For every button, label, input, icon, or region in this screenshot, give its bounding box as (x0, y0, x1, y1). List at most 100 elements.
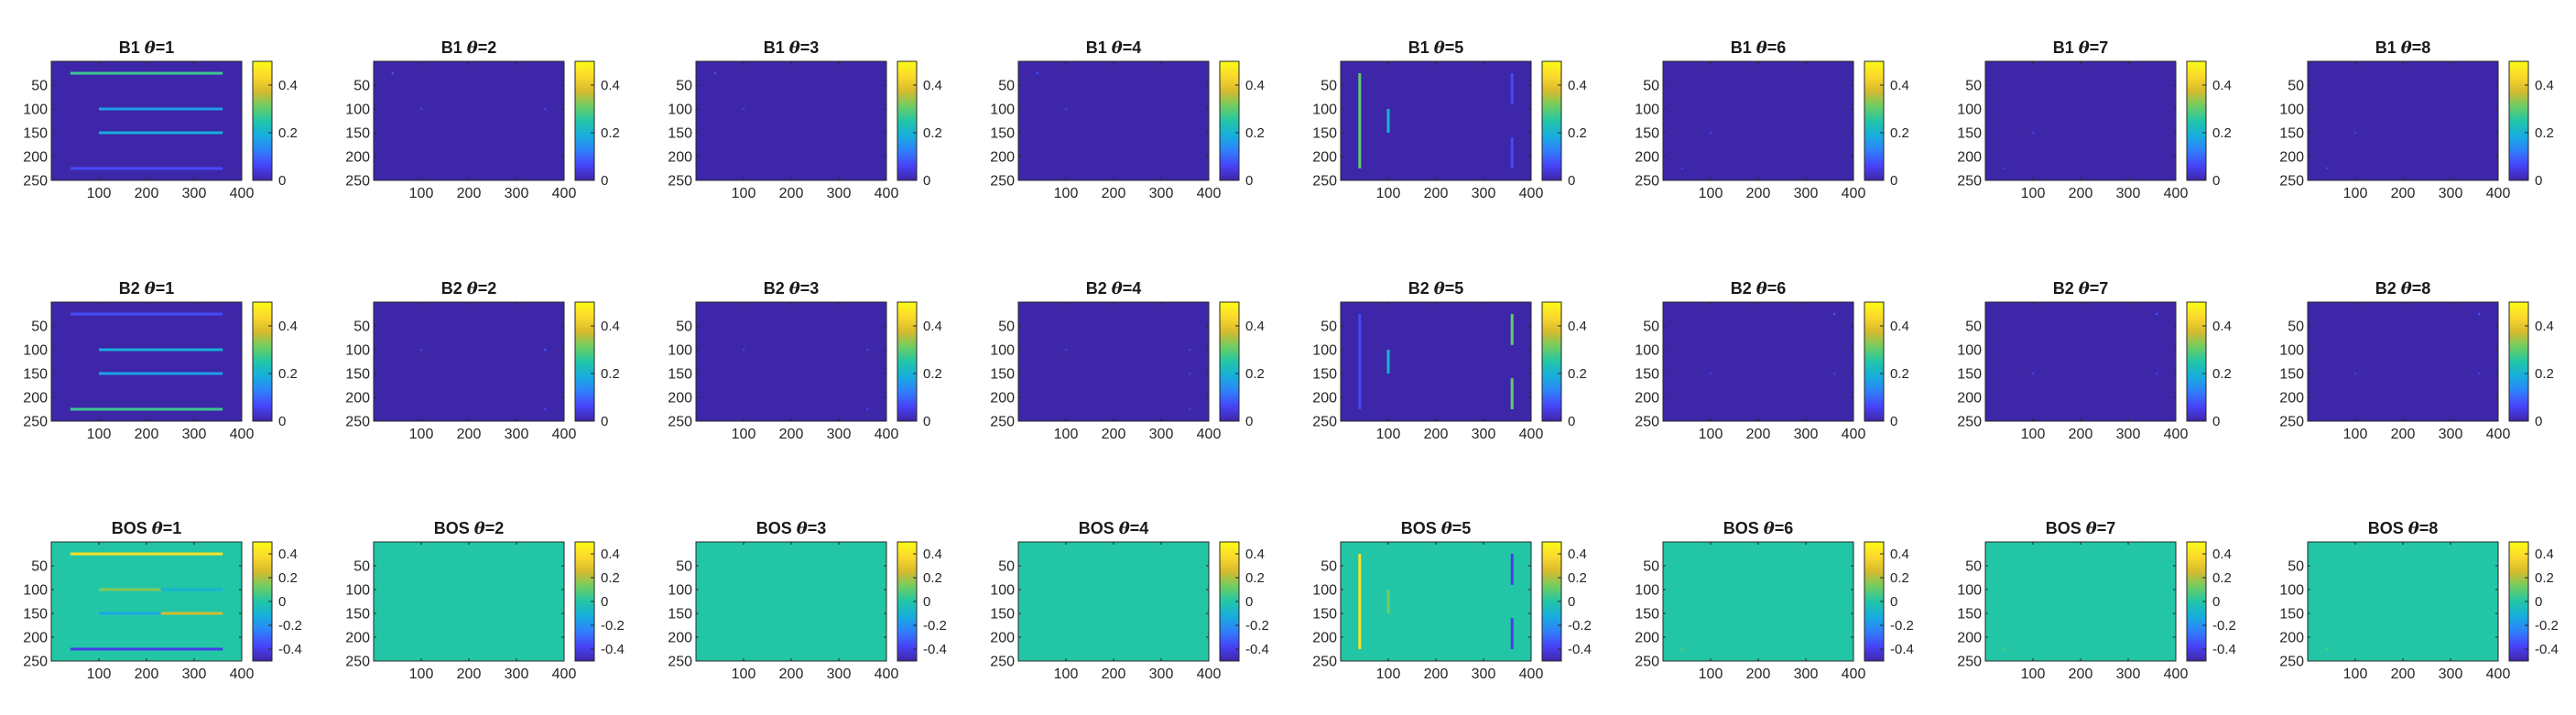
x-tick-label: 300 (1149, 666, 1174, 682)
panel-title-theta: θ (1756, 38, 1767, 58)
y-tick-label: 50 (1643, 559, 1659, 575)
x-tick-label: 400 (1197, 186, 1222, 201)
x-tick-label: 100 (87, 427, 112, 442)
panel-title-index: =7 (2090, 279, 2109, 298)
colorbar-tick-label: -0.2 (278, 618, 302, 634)
y-tick-label: 200 (1312, 150, 1337, 166)
y-tick-label: 150 (2279, 126, 2304, 142)
panel-2-6: BOS θ=7 50 100 150 200 250 100 200 300 400 -0.4 -0.… (1957, 519, 2236, 682)
colorbar-tick-label: 0 (2212, 173, 2220, 189)
colorbar-tick-label: 0.4 (2535, 78, 2554, 93)
colorbar-tick-label: 0 (1245, 594, 1253, 610)
panel-2-4: BOS θ=5 50 100 150 200 250 100 200 300 400 -0.4 -0.… (1312, 519, 1592, 682)
x-tick-label: 300 (1149, 186, 1174, 201)
colorbar-tick-label: -0.2 (1568, 618, 1592, 634)
x-tick-label: 300 (2439, 186, 2463, 201)
heatmap-point (2003, 167, 2005, 170)
y-tick-label: 150 (668, 126, 692, 142)
y-tick-label: 50 (2288, 559, 2304, 575)
x-tick-label: 300 (505, 186, 529, 201)
heatmap-point (866, 348, 869, 352)
colorbar-frame (1541, 60, 1562, 181)
y-tick-label: 200 (990, 150, 1015, 166)
heatmap-point (1064, 107, 1068, 111)
colorbar-tick-label: 0 (278, 173, 286, 189)
colorbar-tick-label: 0 (1890, 414, 1897, 429)
x-tick-label: 300 (2116, 186, 2141, 201)
heatmap-point (2353, 372, 2357, 375)
colorbar-tick-label: 0.4 (923, 319, 942, 334)
x-tick-label: 200 (135, 666, 159, 682)
y-tick-label: 250 (1957, 655, 1982, 670)
y-tick-label: 50 (353, 79, 370, 94)
x-tick-label: 100 (2021, 427, 2046, 442)
colorbar-tick-label: 0.4 (2212, 78, 2232, 93)
panel-0-7: B1 θ=8 50 100 150 200 250 100 200 300 400 0 0.2 0.4 (2279, 38, 2554, 201)
y-tick-label: 50 (1643, 79, 1659, 94)
heatmap-background (1341, 542, 1531, 661)
y-tick-label: 200 (1957, 391, 1982, 406)
y-tick-label: 200 (23, 391, 48, 406)
colorbar-tick-label: 0 (923, 414, 930, 429)
panel-title: B2 θ=8 (2375, 279, 2431, 298)
y-tick-label: 100 (1635, 103, 1659, 118)
colorbar-tick-label: -0.2 (1890, 618, 1914, 634)
heatmap-point (1189, 348, 1191, 352)
panel-title-prefix: B1 (764, 38, 789, 57)
heatmap-point (1189, 407, 1191, 411)
colorbar-tick-label: -0.4 (1245, 642, 1269, 657)
x-tick-label: 400 (1519, 427, 1544, 442)
heatmap-background (1341, 61, 1531, 180)
colorbar (1542, 542, 1561, 661)
panel-2-0: BOS θ=1 50 100 150 200 250 100 200 300 400 -0.4 -0.… (23, 519, 302, 682)
colorbar-tick-label: 0.2 (1245, 125, 1265, 141)
x-tick-label: 300 (182, 427, 207, 442)
y-tick-label: 50 (2288, 320, 2304, 335)
y-tick-label: 200 (2279, 631, 2304, 646)
x-tick-label: 400 (552, 427, 577, 442)
panel-title-theta: θ (797, 519, 808, 538)
panel-title-prefix: B1 (119, 38, 145, 57)
panel-title: BOS θ=8 (2368, 519, 2439, 538)
panel-1-7: B2 θ=8 50 100 150 200 250 100 200 300 400 0 0.2 0.4 (2279, 279, 2554, 442)
y-tick-label: 100 (2279, 583, 2304, 599)
colorbar-tick-label: 0.2 (1890, 570, 1909, 586)
panel-title: BOS θ=6 (1723, 519, 1794, 538)
colorbar (2187, 542, 2206, 661)
y-tick-label: 100 (1635, 343, 1659, 359)
y-tick-label: 150 (1957, 607, 1982, 623)
x-tick-label: 400 (875, 666, 899, 682)
y-tick-label: 200 (1312, 391, 1337, 406)
y-tick-label: 150 (1635, 607, 1659, 623)
colorbar-tick-label: 0.2 (2535, 366, 2554, 382)
x-tick-label: 300 (1472, 186, 1496, 201)
y-tick-label: 200 (1635, 150, 1659, 166)
colorbar-tick-label: 0.4 (2535, 319, 2554, 334)
panel-title-theta: θ (2408, 519, 2419, 538)
panel-title-prefix: BOS (1079, 519, 1119, 537)
x-tick-label: 400 (230, 427, 255, 442)
panel-title-index: =8 (2412, 38, 2431, 57)
heatmap-background (1985, 302, 2176, 421)
colorbar-tick-label: 0.2 (278, 366, 298, 382)
x-tick-label: 300 (505, 666, 529, 682)
panel-title-theta: θ (1112, 38, 1123, 58)
x-tick-label: 300 (1794, 427, 1819, 442)
y-tick-label: 100 (345, 103, 370, 118)
y-tick-label: 50 (31, 320, 48, 335)
panel-title: B2 θ=1 (119, 279, 175, 298)
panel-title: B2 θ=2 (441, 279, 497, 298)
y-tick-label: 250 (668, 174, 692, 190)
heatmap-point (1064, 348, 1068, 352)
heatmap-background (2308, 61, 2498, 180)
y-tick-label: 50 (998, 559, 1015, 575)
panel-title-theta: θ (467, 279, 478, 298)
colorbar (2187, 61, 2206, 180)
x-tick-label: 400 (1842, 186, 1866, 201)
panel-title: B1 θ=8 (2375, 38, 2431, 58)
heatmap-background (374, 542, 564, 661)
panel-title-theta: θ (789, 38, 800, 58)
panel-title-index: =2 (478, 38, 497, 57)
panel-title: BOS θ=5 (1401, 519, 1472, 538)
x-tick-label: 100 (1376, 186, 1401, 201)
